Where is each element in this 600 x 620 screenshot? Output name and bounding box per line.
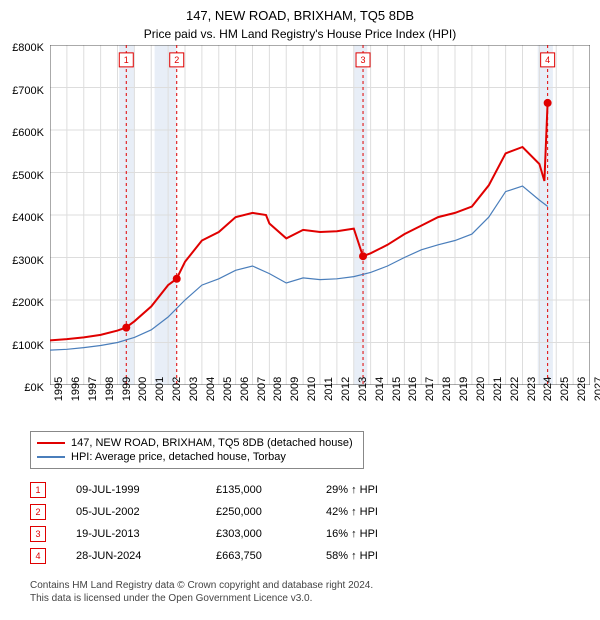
chart-title: 147, NEW ROAD, BRIXHAM, TQ5 8DB [0, 0, 600, 23]
x-tick-label: 2006 [239, 377, 251, 401]
legend-swatch [37, 456, 65, 458]
x-tick-label: 2008 [272, 377, 284, 401]
y-tick-label: £0K [24, 382, 44, 394]
x-tick-label: 1995 [53, 377, 65, 401]
legend-label: HPI: Average price, detached house, Torb… [71, 451, 286, 463]
svg-text:1: 1 [124, 55, 129, 65]
y-tick-label: £800K [12, 42, 44, 54]
sale-price: £663,750 [216, 550, 326, 562]
plot-area: 1 2 3 4 [50, 45, 590, 385]
legend-item: HPI: Average price, detached house, Torb… [37, 450, 353, 464]
x-tick-label: 2019 [458, 377, 470, 401]
sale-marker-box: 1 [30, 482, 46, 498]
y-tick-label: £600K [12, 127, 44, 139]
footnote: Contains HM Land Registry data © Crown c… [30, 579, 600, 605]
y-tick-label: £200K [12, 297, 44, 309]
sale-date: 19-JUL-2013 [76, 528, 216, 540]
x-tick-label: 2021 [492, 377, 504, 401]
svg-text:3: 3 [361, 55, 366, 65]
x-tick-label: 2004 [205, 377, 217, 401]
y-tick-label: £500K [12, 170, 44, 182]
x-tick-label: 1999 [121, 377, 133, 401]
sale-row: 1 09-JUL-1999£135,00029% ↑ HPI [30, 479, 600, 501]
x-tick-label: 2003 [188, 377, 200, 401]
sale-marker-box: 4 [30, 548, 46, 564]
footnote-line: This data is licensed under the Open Gov… [30, 592, 600, 605]
y-tick-label: £100K [12, 340, 44, 352]
x-tick-label: 2014 [374, 377, 386, 401]
chart-svg: 1 2 3 4 [50, 45, 590, 385]
y-axis-labels: £0K£100K£200K£300K£400K£500K£600K£700K£8… [0, 48, 48, 388]
sale-row: 3 19-JUL-2013£303,00016% ↑ HPI [30, 523, 600, 545]
x-tick-label: 2010 [306, 377, 318, 401]
sale-row: 4 28-JUN-2024£663,75058% ↑ HPI [30, 545, 600, 567]
sale-date: 05-JUL-2002 [76, 506, 216, 518]
chart-container: 147, NEW ROAD, BRIXHAM, TQ5 8DB Price pa… [0, 0, 600, 620]
sale-delta: 16% ↑ HPI [326, 528, 436, 540]
sale-marker-box: 2 [30, 504, 46, 520]
x-tick-label: 2007 [256, 377, 268, 401]
x-tick-label: 2027 [593, 377, 600, 401]
sale-date: 09-JUL-1999 [76, 484, 216, 496]
legend-swatch [37, 442, 65, 444]
x-tick-label: 2005 [222, 377, 234, 401]
x-tick-label: 1997 [87, 377, 99, 401]
x-tick-label: 2017 [424, 377, 436, 401]
svg-text:2: 2 [174, 55, 179, 65]
sale-price: £135,000 [216, 484, 326, 496]
x-tick-label: 2025 [559, 377, 571, 401]
x-tick-label: 2018 [441, 377, 453, 401]
sale-date: 28-JUN-2024 [76, 550, 216, 562]
sale-marker-box: 3 [30, 526, 46, 542]
x-tick-label: 2015 [391, 377, 403, 401]
x-tick-label: 2013 [357, 377, 369, 401]
y-tick-label: £700K [12, 85, 44, 97]
x-tick-label: 2024 [542, 377, 554, 401]
x-tick-label: 2000 [137, 377, 149, 401]
x-tick-label: 2020 [475, 377, 487, 401]
sale-price: £250,000 [216, 506, 326, 518]
sale-delta: 42% ↑ HPI [326, 506, 436, 518]
x-tick-label: 2009 [289, 377, 301, 401]
sale-price: £303,000 [216, 528, 326, 540]
y-tick-label: £300K [12, 255, 44, 267]
x-tick-label: 2022 [509, 377, 521, 401]
sale-row: 2 05-JUL-2002£250,00042% ↑ HPI [30, 501, 600, 523]
sale-delta: 29% ↑ HPI [326, 484, 436, 496]
sales-table: 1 09-JUL-1999£135,00029% ↑ HPI 2 05-JUL-200… [30, 479, 600, 567]
x-tick-label: 2011 [323, 377, 335, 401]
y-tick-label: £400K [12, 212, 44, 224]
sale-delta: 58% ↑ HPI [326, 550, 436, 562]
x-axis-labels: 1995199619971998199920002001200220032004… [50, 385, 590, 425]
x-tick-label: 2012 [340, 377, 352, 401]
x-tick-label: 2001 [154, 377, 166, 401]
x-tick-label: 2002 [171, 377, 183, 401]
legend: 147, NEW ROAD, BRIXHAM, TQ5 8DB (detache… [30, 431, 364, 469]
x-tick-label: 1996 [70, 377, 82, 401]
svg-text:4: 4 [545, 55, 550, 65]
x-tick-label: 1998 [104, 377, 116, 401]
legend-label: 147, NEW ROAD, BRIXHAM, TQ5 8DB (detache… [71, 437, 353, 449]
x-tick-label: 2026 [576, 377, 588, 401]
chart-subtitle: Price paid vs. HM Land Registry's House … [0, 23, 600, 45]
x-tick-label: 2016 [407, 377, 419, 401]
footnote-line: Contains HM Land Registry data © Crown c… [30, 579, 600, 592]
legend-item: 147, NEW ROAD, BRIXHAM, TQ5 8DB (detache… [37, 436, 353, 450]
x-tick-label: 2023 [526, 377, 538, 401]
